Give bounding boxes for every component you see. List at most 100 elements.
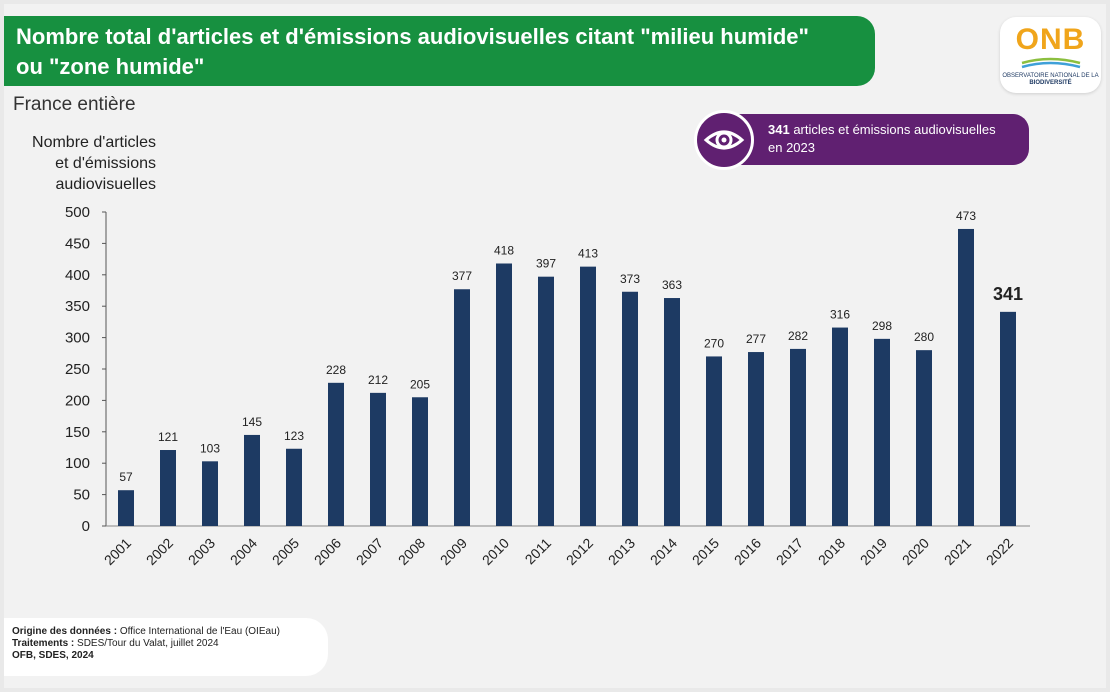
bar bbox=[706, 356, 722, 526]
bar-value-label: 341 bbox=[993, 284, 1023, 304]
bars bbox=[118, 228, 1016, 526]
x-tick-label: 2018 bbox=[815, 535, 848, 568]
x-tick-label: 2012 bbox=[563, 535, 596, 568]
logo-letters: ONB bbox=[1015, 23, 1086, 56]
bar-value-label: 270 bbox=[704, 336, 724, 350]
x-tick-label: 2009 bbox=[437, 535, 470, 568]
x-tick-label: 2013 bbox=[605, 535, 638, 568]
x-tick-label: 2004 bbox=[227, 535, 260, 568]
treatment-label: Traitements : bbox=[12, 638, 75, 649]
bar-value-label: 413 bbox=[578, 247, 598, 261]
bar-value-label: 316 bbox=[830, 308, 850, 322]
y-axis: 0 50 100 150 200 250 300 350 400 450 500 bbox=[65, 204, 106, 535]
bar bbox=[1000, 311, 1016, 526]
bar-value-label: 418 bbox=[494, 243, 514, 257]
logo-line1: OBSERVATOIRE NATIONAL DE LA bbox=[1002, 73, 1099, 79]
x-tick-label: 2008 bbox=[395, 535, 428, 568]
source-box: Origine des données : Office Internation… bbox=[4, 618, 328, 676]
bar bbox=[202, 461, 218, 526]
bar bbox=[118, 490, 134, 526]
x-tick-label: 2001 bbox=[101, 535, 134, 568]
logo-line2: BIODIVERSITÉ bbox=[1029, 80, 1072, 86]
chart-title-line1: Nombre total d'articles et d'émissions a… bbox=[16, 24, 809, 49]
y-axis-label-line1: Nombre d'articles bbox=[32, 134, 156, 151]
x-tick-label: 2019 bbox=[857, 535, 890, 568]
bar bbox=[622, 291, 638, 526]
bar bbox=[244, 434, 260, 526]
bar bbox=[370, 392, 386, 526]
bar bbox=[160, 450, 176, 526]
x-tick-label: 2007 bbox=[353, 535, 386, 568]
x-tick-label: 2016 bbox=[731, 535, 764, 568]
y-axis-label: Nombre d'articles et d'émissions audiovi… bbox=[0, 132, 156, 195]
y-tick-label: 300 bbox=[65, 330, 90, 347]
y-axis-label-line3: audiovisuelles bbox=[55, 176, 156, 193]
y-tick-label: 400 bbox=[65, 267, 90, 284]
x-tick-label: 2015 bbox=[689, 535, 722, 568]
callout-eye-badge bbox=[694, 110, 754, 170]
title-banner: Nombre total d'articles et d'émissions a… bbox=[4, 16, 875, 86]
chart-title-line2: ou "zone humide" bbox=[16, 54, 205, 79]
y-tick-label: 50 bbox=[73, 487, 90, 504]
y-tick-label: 0 bbox=[82, 518, 90, 535]
y-tick-label: 200 bbox=[65, 392, 90, 409]
bar bbox=[538, 276, 554, 526]
x-axis: 2001 2002 2003 2004 2005 2006 2007 2008 2009 2010… bbox=[101, 535, 1016, 568]
bar-value-label: 123 bbox=[284, 429, 304, 443]
x-tick-label: 2002 bbox=[143, 535, 176, 568]
bar bbox=[916, 350, 932, 526]
x-tick-label: 2011 bbox=[522, 535, 555, 568]
callout-text2: en 2023 bbox=[768, 140, 815, 155]
onb-logo: ONB OBSERVATOIRE NATIONAL DE LA BIODIVER… bbox=[1000, 17, 1101, 93]
bar bbox=[496, 263, 512, 526]
bar-value-label: 282 bbox=[788, 329, 808, 343]
bar bbox=[664, 298, 680, 526]
treatment-value: SDES/Tour du Valat, juillet 2024 bbox=[77, 638, 219, 649]
y-tick-label: 100 bbox=[65, 455, 90, 472]
bar-value-label: 205 bbox=[410, 377, 430, 391]
x-tick-label: 2005 bbox=[269, 535, 302, 568]
bar bbox=[286, 448, 302, 526]
bar bbox=[958, 228, 974, 526]
x-tick-label: 2020 bbox=[899, 535, 932, 568]
x-tick-label: 2010 bbox=[479, 535, 512, 568]
bar-value-label: 145 bbox=[242, 415, 262, 429]
bar-value-label: 280 bbox=[914, 330, 934, 344]
eye-icon bbox=[703, 130, 745, 150]
bar-value-label: 228 bbox=[326, 363, 346, 377]
bar bbox=[790, 348, 806, 526]
bar bbox=[832, 327, 848, 526]
bar-value-label: 57 bbox=[119, 470, 133, 484]
bar bbox=[874, 338, 890, 526]
callout-value: 341 bbox=[768, 122, 790, 137]
x-tick-label: 2017 bbox=[773, 535, 806, 568]
callout-text: articles et émissions audiovisuelles bbox=[793, 122, 996, 137]
bar bbox=[454, 289, 470, 526]
chart-subtitle: France entière bbox=[13, 94, 136, 115]
bar bbox=[748, 352, 764, 526]
bar-value-label: 277 bbox=[746, 332, 766, 346]
x-tick-label: 2014 bbox=[647, 535, 680, 568]
bar bbox=[412, 397, 428, 526]
bar-value-label: 121 bbox=[158, 430, 178, 444]
bar bbox=[328, 382, 344, 526]
callout-2023: 341 articles et émissions audiovisuelles… bbox=[722, 114, 1029, 165]
y-tick-label: 150 bbox=[65, 424, 90, 441]
bar-value-label: 397 bbox=[536, 257, 556, 271]
bar-value-label: 373 bbox=[620, 272, 640, 286]
bar-value-label: 363 bbox=[662, 278, 682, 292]
x-tick-label: 2003 bbox=[185, 535, 218, 568]
logo-swoosh-icon bbox=[1021, 57, 1081, 69]
y-tick-label: 450 bbox=[65, 235, 90, 252]
y-tick-label: 500 bbox=[65, 204, 90, 221]
bar-value-label: 212 bbox=[368, 373, 388, 387]
bar-value-label: 298 bbox=[872, 319, 892, 333]
source-label: Origine des données : bbox=[12, 626, 118, 637]
credit: OFB, SDES, 2024 bbox=[12, 650, 94, 661]
x-tick-label: 2006 bbox=[311, 535, 344, 568]
y-axis-label-line2: et d'émissions bbox=[55, 155, 156, 172]
source-value: Office International de l'Eau (OIEau) bbox=[119, 626, 280, 637]
data-labels: 57 121 103 145 123 228 212 205 377 418 397 413 373 36… bbox=[119, 209, 1023, 484]
bar-value-label: 473 bbox=[956, 209, 976, 223]
